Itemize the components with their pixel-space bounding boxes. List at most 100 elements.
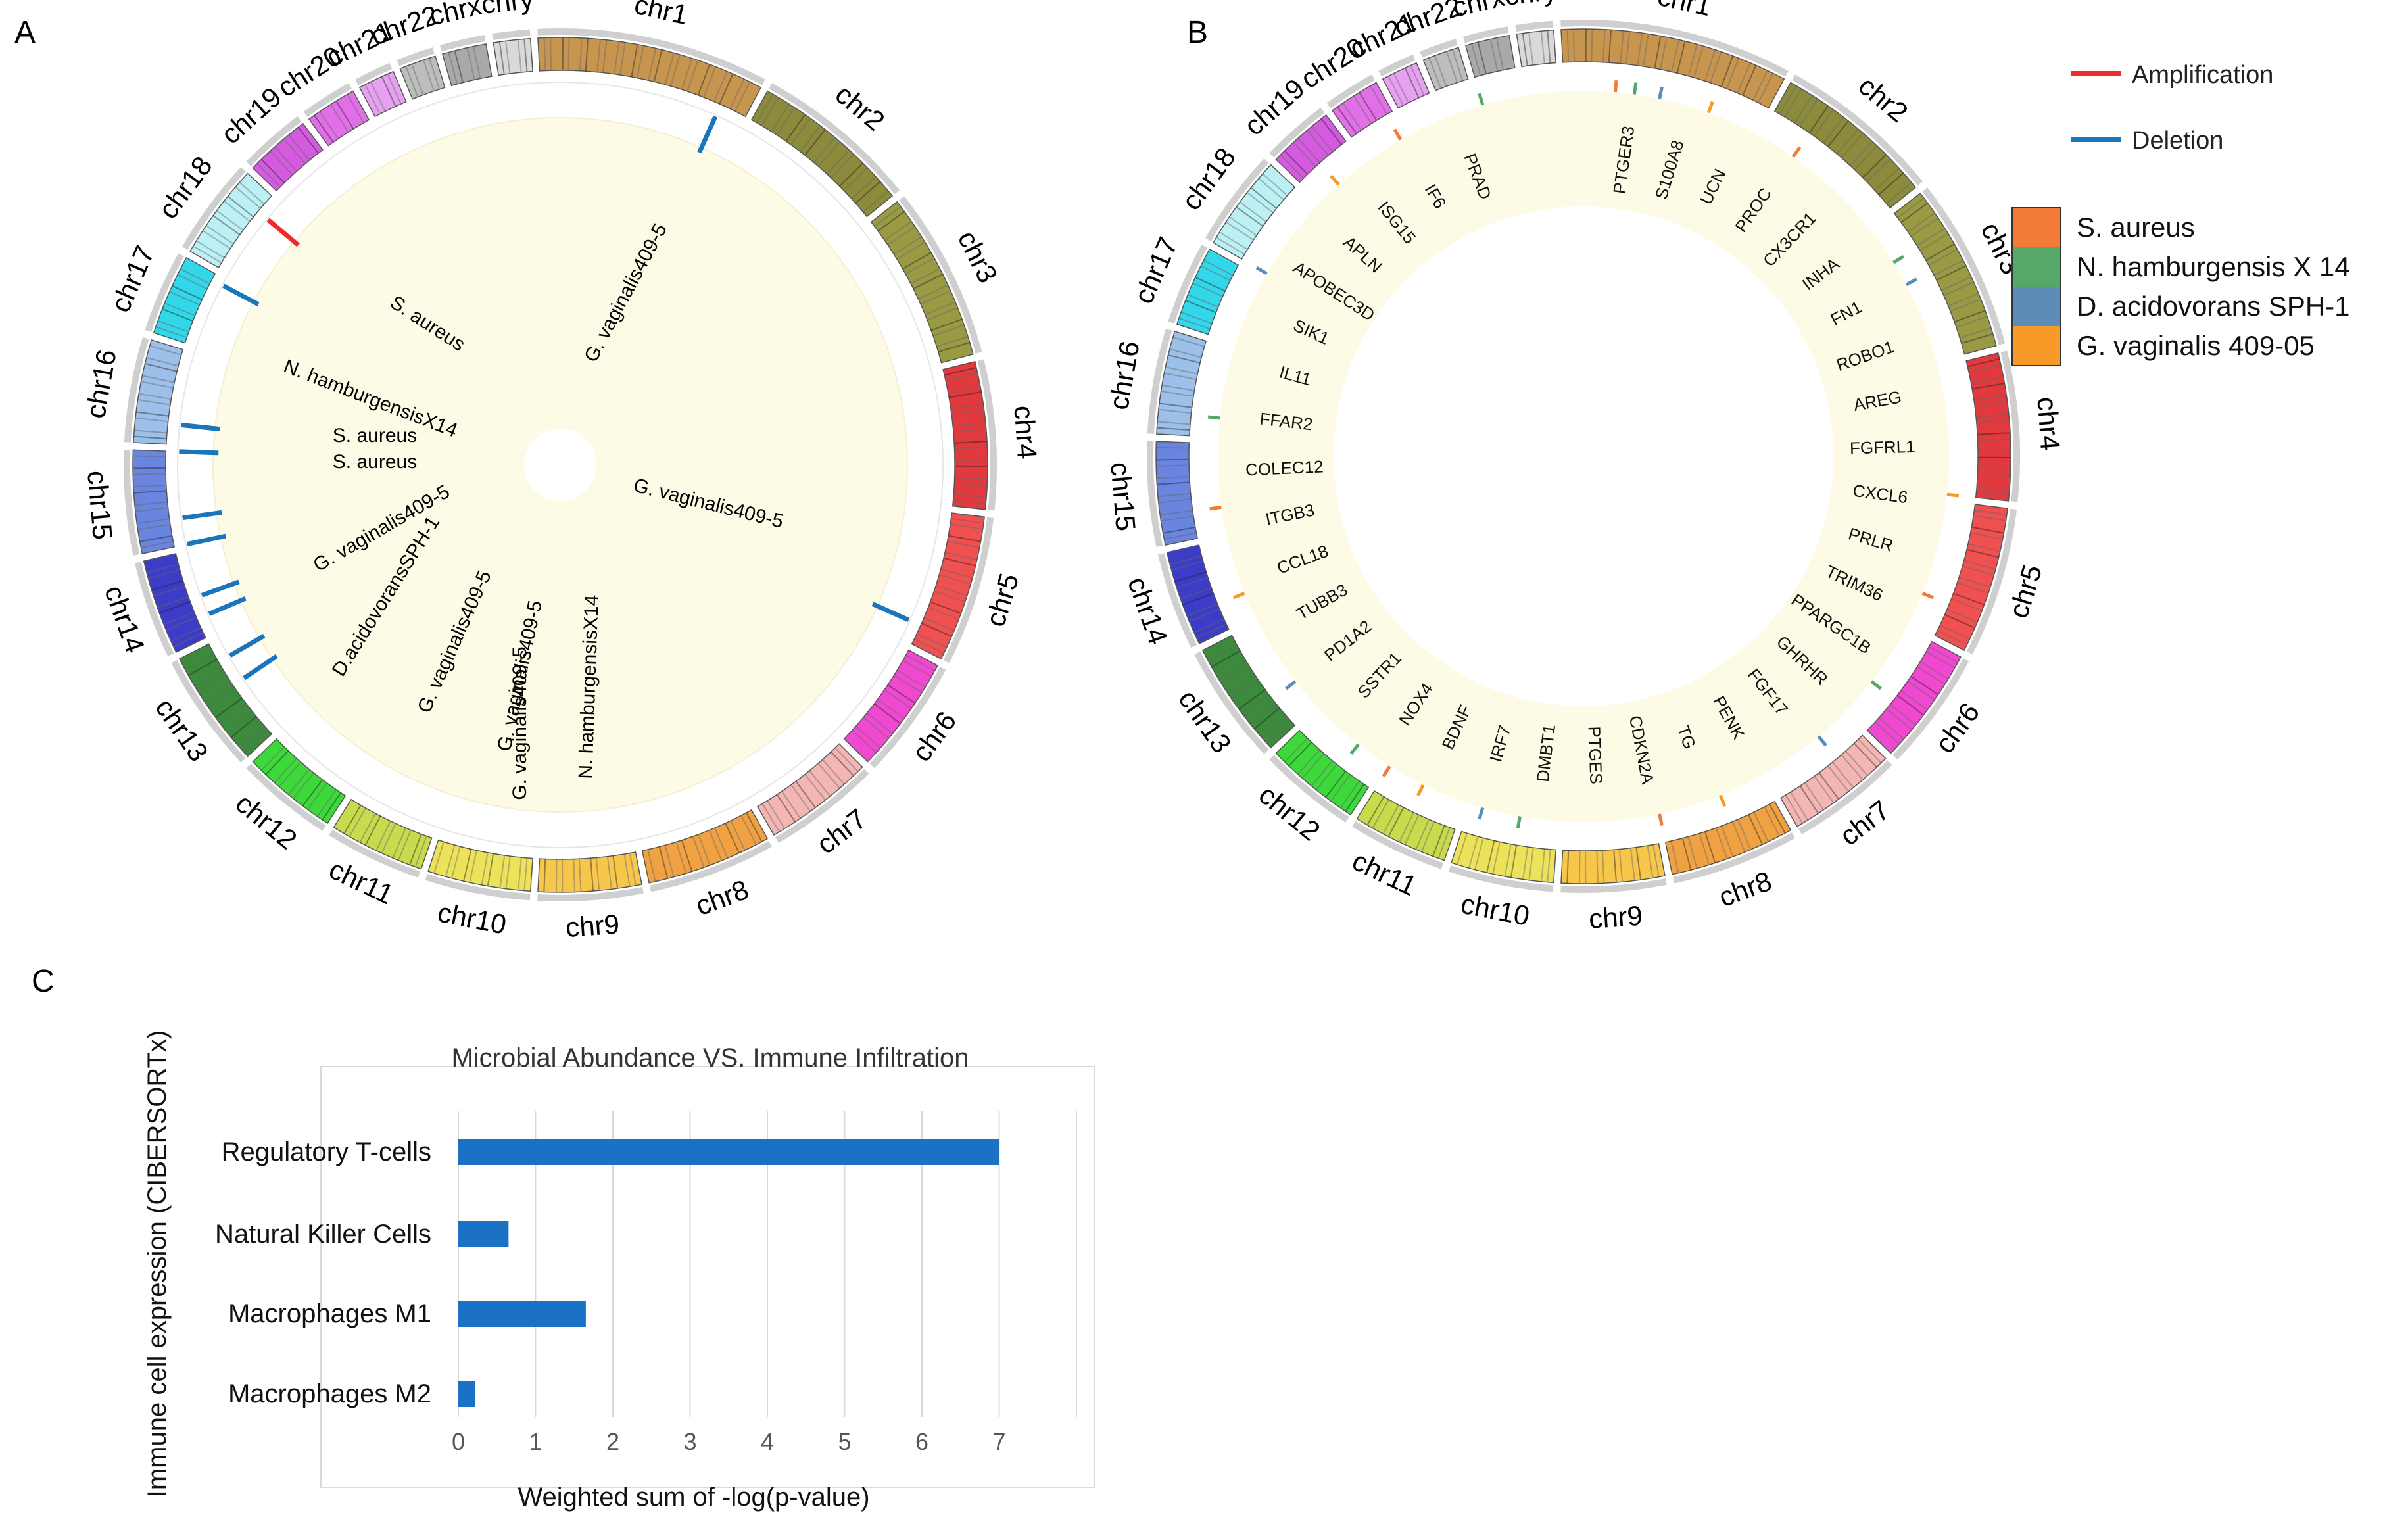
- cytoband-stripe: [448, 52, 458, 85]
- cytoband-stripe: [930, 318, 963, 331]
- panel-b-species-ticks: [1207, 80, 1960, 828]
- chromosome-label-chrx: chrx: [426, 0, 484, 32]
- cytoband-stripe: [1596, 850, 1599, 884]
- chromosome-band-chr4: [1965, 352, 2011, 502]
- cytoband-stripe: [1814, 775, 1835, 803]
- species-tick: [1349, 743, 1360, 755]
- cytoband-stripe: [445, 844, 456, 877]
- cytoband-stripe: [893, 236, 923, 255]
- cytoband-stripe: [1878, 172, 1904, 195]
- cytoband-stripe: [1943, 281, 1975, 297]
- cytoband-stripe: [297, 126, 319, 154]
- cytoband-stripe: [1250, 187, 1277, 209]
- cytoband-stripe: [1866, 158, 1891, 183]
- cytoband-stripe: [1437, 827, 1451, 859]
- chromosome-band-chr17: [1176, 248, 1240, 335]
- cytoband-stripe: [1625, 31, 1631, 64]
- cytoband-stripe: [205, 225, 234, 245]
- n-hamburgensis-swatch: [2012, 247, 2061, 287]
- cytoband-stripe: [1320, 118, 1342, 145]
- cytoband-stripe: [283, 138, 306, 164]
- g-vaginalis-swatch: [2012, 326, 2061, 366]
- cytoband-stripe: [1962, 565, 1994, 576]
- cytoband-stripe: [1522, 846, 1529, 880]
- chromosome-label-chr9: chr9: [1588, 900, 1644, 935]
- chromosome-label-chr3: chr3: [952, 226, 1004, 287]
- cytoband-stripe: [1196, 623, 1227, 639]
- cytoband-stripe: [1159, 402, 1192, 408]
- chromosome-scale-chr15: [124, 449, 140, 556]
- cytoband-stripe: [692, 836, 705, 868]
- cytoband-stripe: [138, 393, 172, 400]
- cytoband-stripe: [1886, 708, 1913, 731]
- cytoband-stripe: [381, 823, 397, 854]
- cytoband-stripe: [1940, 276, 1972, 291]
- cytoband-stripe: [664, 845, 675, 877]
- chromosome-scale-chr11: [329, 829, 421, 878]
- cytoband-stripe: [623, 853, 631, 887]
- cytoband-stripe: [1813, 109, 1834, 137]
- cytoband-stripe: [1602, 29, 1606, 62]
- species-tick: [1478, 807, 1485, 820]
- cnv-mark-deletion: [697, 115, 718, 154]
- cytoband-stripe: [670, 54, 681, 87]
- chromosome-band-chr20: [308, 90, 370, 147]
- cytoband-stripe: [936, 335, 969, 347]
- cytoband-stripe: [428, 57, 441, 90]
- cytoband-stripe: [714, 827, 729, 859]
- cytoband-stripe: [595, 857, 600, 891]
- cytoband-stripe: [1878, 717, 1904, 740]
- cytoband-stripe: [1192, 282, 1223, 297]
- cytoband-stripe: [1804, 782, 1824, 811]
- chromosome-band-chr10: [1451, 830, 1556, 884]
- cytoband-stripe: [863, 190, 889, 213]
- cytoband-stripe: [1967, 358, 2000, 368]
- cytoband-stripe: [817, 763, 840, 789]
- cytoband-stripe: [1808, 105, 1829, 133]
- cytoband-stripe: [1258, 178, 1284, 201]
- cytoband-stripe: [1528, 32, 1534, 66]
- cytoband-stripe: [1854, 145, 1878, 170]
- cytoband-stripe: [1681, 838, 1692, 871]
- cytoband-stripe: [896, 669, 926, 688]
- panel-a-chromosome-ring: [124, 28, 997, 901]
- cytoband-stripe: [1404, 67, 1420, 99]
- cytoband-stripe: [1827, 120, 1849, 147]
- cytoband-stripe: [1752, 70, 1768, 101]
- cytoband-stripe: [1393, 73, 1409, 103]
- cnv-mark-deletion: [180, 422, 221, 432]
- cytoband-stripe: [1180, 312, 1213, 324]
- cytoband-stripe: [790, 118, 811, 145]
- chromosome-scale-chr10: [425, 873, 531, 901]
- cytoband-stripe: [944, 366, 977, 376]
- cytoband-stripe: [499, 855, 506, 888]
- chromosome-scale-chrx: [1462, 26, 1509, 43]
- chromosome-scale-chr14: [1158, 553, 1197, 648]
- chromosome-scale-chr22: [397, 47, 435, 66]
- cytoband-stripe: [1169, 348, 1202, 358]
- cytoband-stripe: [1164, 372, 1197, 381]
- chromosome-scale-chr13: [171, 659, 246, 763]
- cytoband-stripe: [578, 859, 582, 892]
- cytoband-stripe: [940, 568, 973, 579]
- cytoband-stripe: [197, 673, 226, 692]
- cytoband-stripe: [134, 429, 168, 434]
- cytoband-stripe: [887, 684, 916, 704]
- cytoband-stripe: [270, 150, 293, 176]
- cytoband-stripe: [1907, 212, 1935, 233]
- cytoband-stripe: [1939, 624, 1970, 640]
- cytoband-stripe: [950, 403, 984, 410]
- cytoband-stripe: [902, 659, 932, 677]
- cytoband-stripe: [314, 114, 334, 143]
- cytoband-stripe: [523, 39, 528, 72]
- species-tick: [1393, 128, 1403, 141]
- cytoband-stripe: [953, 428, 986, 433]
- panel-c-label: C: [32, 964, 55, 999]
- cytoband-stripe: [1601, 850, 1605, 884]
- cytoband-stripe: [932, 324, 965, 337]
- chromosome-band-chr21: [358, 70, 407, 118]
- cytoband-stripe: [433, 841, 445, 874]
- cytoband-stripe: [905, 257, 935, 275]
- cytoband-stripe: [874, 206, 902, 228]
- species-tick: [1416, 784, 1425, 797]
